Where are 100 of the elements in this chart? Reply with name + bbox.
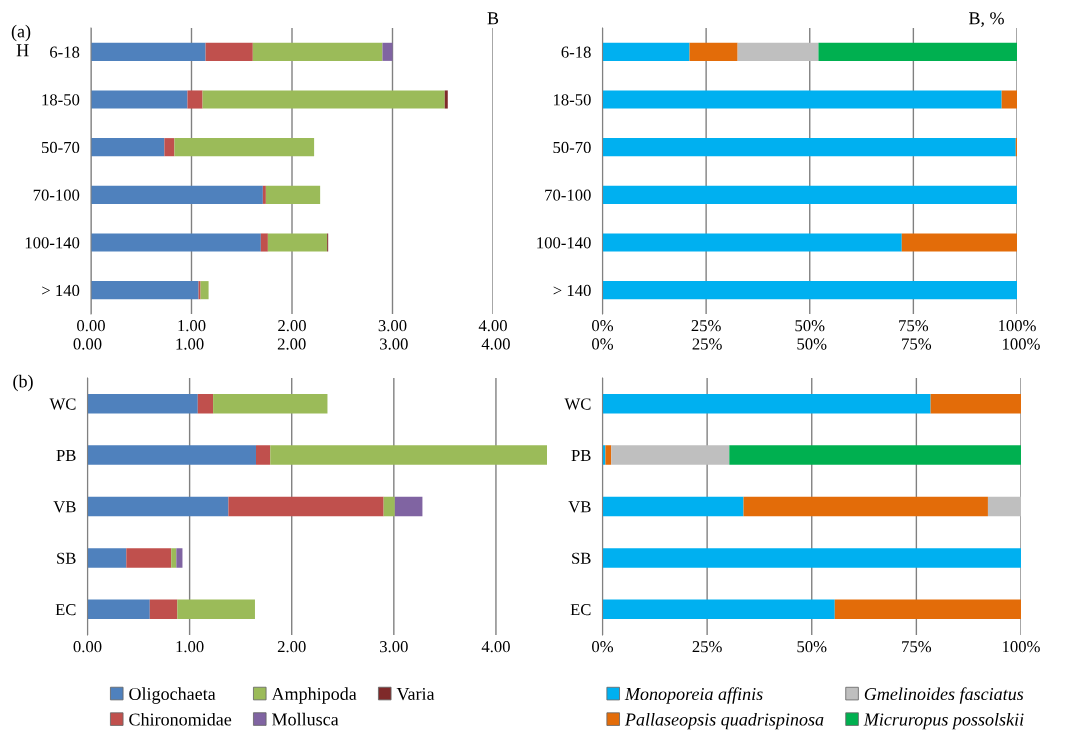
y-tick-label: PB [56, 449, 76, 461]
bar [87, 445, 256, 465]
bar [605, 445, 612, 465]
bar [737, 42, 819, 61]
y-tick-label: 18-50 [553, 94, 591, 106]
bar [91, 42, 206, 61]
x-tick-label: 75% [902, 641, 932, 653]
y-tick-label: 50-70 [41, 141, 80, 154]
x-tick-label: 2.00 [277, 641, 306, 653]
bar [602, 42, 690, 61]
bar [149, 599, 178, 620]
bar [602, 599, 835, 620]
y-tick-label: > 140 [553, 284, 591, 297]
bar [197, 393, 214, 414]
bar [252, 42, 383, 61]
bar [987, 496, 1021, 517]
x-tick-label: 3.00 [378, 320, 407, 332]
bar [164, 138, 175, 157]
bar [818, 42, 1017, 61]
bar [394, 496, 423, 517]
y-tick-label: PB [571, 449, 591, 461]
y-tick-label: 100-140 [25, 237, 80, 249]
bar [444, 90, 448, 109]
y-tick-label: > 140 [42, 284, 80, 297]
bar [901, 233, 1017, 252]
y-tick-label: 18-50 [42, 94, 80, 106]
x-tick-label: 25% [692, 641, 722, 653]
y-tick-label: 50-70 [553, 141, 591, 154]
legend-label: Micruropus possolskii [863, 712, 1024, 730]
x2-tick-label: 0% [592, 338, 614, 350]
x-tick-label: 25% [691, 320, 721, 332]
legend-label: Gmelinoides fasciatus [864, 687, 1024, 704]
bar [171, 548, 177, 568]
bar [187, 90, 203, 109]
x-axis-title: B, % [968, 12, 1004, 27]
bar [205, 42, 253, 61]
x-tick-label: 50% [797, 641, 827, 653]
x2-tick-label: 50% [797, 338, 827, 350]
chart-title: (b) [13, 374, 33, 392]
bar [91, 281, 199, 300]
bar [198, 281, 201, 300]
x2-tick-label: 100% [1003, 338, 1040, 350]
bar [91, 233, 261, 252]
x-tick-label: 0% [592, 641, 614, 653]
bar [930, 393, 1021, 414]
legend-label: Mollusca [272, 712, 339, 726]
y-tick-label: 70-100 [545, 189, 591, 201]
bar [87, 393, 198, 414]
bar [213, 393, 328, 414]
x-tick-label: 3.00 [380, 641, 408, 653]
legend-label: Monoporeia affinis [624, 687, 763, 704]
x-tick-label: 100% [1003, 641, 1040, 653]
legend-label: Chironomidae [129, 712, 232, 726]
bar [255, 445, 271, 465]
bar [743, 496, 988, 517]
bar [602, 548, 1021, 568]
bar [382, 42, 393, 61]
x-tick-label: 50% [795, 320, 825, 332]
bar [260, 233, 268, 252]
legend-label: Oligochaeta [129, 687, 216, 704]
x-tick-label: 1.00 [176, 641, 204, 653]
x2-tick-label: 1.00 [176, 338, 204, 350]
y-tick-label: 6-18 [50, 46, 80, 58]
x-tick-label: 4.00 [481, 641, 510, 653]
legend-label: Pallaseopsis quadrispinosa [624, 712, 824, 730]
bar [91, 90, 188, 109]
bar [87, 496, 229, 517]
x2-tick-label: 4.00 [481, 338, 510, 350]
bar [176, 548, 183, 568]
y-tick-label: EC [55, 604, 76, 616]
y-tick-label: VB [568, 501, 591, 513]
legend-label: Amphipoda [271, 687, 357, 704]
bar [267, 233, 328, 252]
bar [602, 90, 1002, 109]
x-tick-label: 100% [999, 320, 1036, 332]
bar [202, 90, 445, 109]
bar [1001, 90, 1017, 109]
bar [262, 185, 266, 204]
bar [228, 496, 384, 517]
bar [87, 548, 127, 568]
bar [729, 445, 1021, 465]
y-tick-label: VB [53, 501, 76, 513]
bar [383, 496, 395, 517]
bar [91, 138, 165, 157]
bar [87, 599, 150, 620]
x-tick-label: 0.00 [77, 320, 105, 332]
bar [200, 281, 209, 300]
x-tick-label: 1.00 [178, 320, 206, 332]
bar [270, 445, 547, 465]
bar [602, 185, 1017, 204]
y-tick-label: EC [570, 604, 591, 616]
x2-tick-label: 25% [692, 338, 722, 350]
bar [602, 393, 931, 414]
bar [126, 548, 172, 568]
bar [689, 42, 738, 61]
y-tick-label: WC [49, 398, 76, 410]
bar [91, 185, 263, 204]
y-tick-label: 6-18 [561, 46, 591, 58]
x-tick-label: 0.00 [73, 641, 102, 653]
bar [602, 281, 1017, 300]
